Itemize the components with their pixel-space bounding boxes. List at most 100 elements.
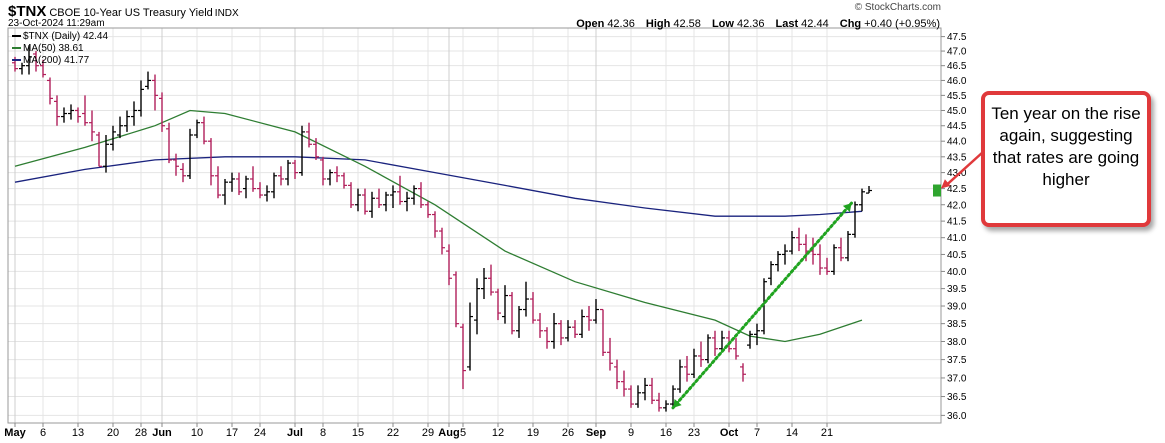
ohlc-bar	[299, 125, 305, 176]
ohlc-summary: Open 42.36 High 42.58 Low 42.36 Last 42.44 C…	[568, 18, 940, 30]
ohlc-bar	[12, 56, 18, 72]
ohlc-bar	[523, 281, 529, 317]
ohlc-bar	[61, 107, 67, 123]
ohlc-bar	[222, 178, 228, 205]
ohlc-bar	[502, 285, 508, 324]
x-tick-label: 12	[492, 427, 504, 439]
ohlc-bar	[369, 191, 375, 218]
x-tick-label: 22	[387, 427, 399, 439]
ohlc-bar	[600, 308, 606, 356]
ohlc-bar	[495, 288, 501, 321]
ohlc-bar	[677, 359, 683, 393]
ohlc-bar	[607, 337, 613, 371]
x-tick-label: 8	[320, 427, 326, 439]
y-tick-label: 40.5	[947, 250, 967, 261]
ohlc-bar	[250, 166, 256, 192]
ohlc-bar	[432, 211, 438, 238]
x-tick-label: 21	[821, 427, 833, 439]
y-tick-label: 46.0	[947, 76, 967, 87]
ohlc-bar	[656, 392, 662, 412]
ohlc-bar	[201, 116, 207, 145]
exchange: INDX	[214, 8, 239, 19]
y-tick-label: 36.0	[947, 411, 967, 422]
ohlc-bar	[565, 320, 571, 342]
ohlc-bar	[824, 257, 830, 275]
callout-arrow	[941, 151, 984, 189]
ohlc-bar	[670, 385, 676, 408]
chart-datetime: 23-Oct-2024 11:29am	[8, 18, 105, 29]
ohlc-bar	[838, 237, 844, 262]
ohlc-bar	[649, 377, 655, 405]
legend-main-label: $TNX (Daily) 42.44	[23, 31, 109, 42]
ohlc-bar	[271, 172, 277, 199]
y-tick-label: 40.0	[947, 267, 967, 278]
x-tick-label: 17	[226, 427, 238, 439]
ohlc-bar	[859, 188, 865, 212]
high-value: 42.58	[673, 18, 701, 30]
ohlc-bar	[628, 385, 634, 408]
ohlc-bar	[33, 51, 39, 72]
ohlc-bar	[26, 45, 32, 75]
y-tick-label: 39.0	[947, 302, 967, 313]
legend-swatch-price	[12, 35, 21, 38]
y-tick-label: 45.5	[947, 91, 967, 102]
x-tick-label: 19	[527, 427, 539, 439]
ohlc-bar	[712, 330, 718, 356]
low-label: Low	[711, 18, 734, 30]
ohlc-bar	[313, 138, 319, 160]
ohlc-bar	[40, 59, 46, 78]
ohlc-bar	[558, 320, 564, 346]
ohlc-bar	[348, 182, 354, 209]
ohlc-bar	[334, 166, 340, 183]
ohlc-bar	[362, 188, 368, 215]
ohlc-bar	[418, 182, 424, 209]
ohlc-bar	[614, 359, 620, 390]
legend-ma200: MA(200) 41.77	[12, 55, 108, 67]
ohlc-bar	[89, 110, 95, 142]
x-tick-label: Jul	[287, 427, 303, 439]
ohlc-bar	[544, 327, 550, 349]
ohlc-bar	[705, 334, 711, 364]
x-tick-label: 14	[786, 427, 798, 439]
low-value: 42.36	[736, 18, 765, 30]
legend-swatch-ma50	[12, 47, 21, 50]
legend-ma200-label: MA(200) 41.77	[23, 55, 90, 66]
ohlc-bar	[845, 231, 851, 262]
ohlc-bar	[810, 237, 816, 265]
ohlc-bar	[817, 244, 823, 275]
symbol: $TNX	[8, 3, 47, 20]
ohlc-bar	[733, 337, 739, 360]
ma50-line	[14, 109, 863, 343]
ohlc-bar	[761, 278, 767, 335]
trend-arrowhead-end	[842, 203, 852, 212]
ohlc-bar	[341, 172, 347, 189]
ohlc-bar	[54, 95, 60, 126]
y-tick-label: 38.5	[947, 319, 967, 330]
trend-line	[671, 201, 853, 410]
legend-ma50: MA(50) 38.61	[12, 43, 108, 55]
ohlc-bar	[551, 313, 557, 349]
callout-arrow-shaft	[946, 151, 984, 186]
ohlc-bar	[327, 169, 333, 186]
annotation-callout: Ten year on the rise again, suggesting t…	[981, 91, 1151, 227]
ohlc-bar	[621, 370, 627, 397]
ohlc-bar	[383, 191, 389, 212]
ohlc-bar	[411, 185, 417, 205]
ohlc-bar	[68, 104, 74, 120]
ohlc-bar	[138, 80, 144, 117]
ohlc-bar	[754, 323, 760, 346]
ohlc-bar	[397, 175, 403, 205]
last-value: 42.44	[801, 18, 829, 30]
x-tick-label: 29	[422, 427, 434, 439]
legend-swatch-ma200	[12, 59, 21, 62]
y-tick-label: 45.0	[947, 106, 967, 117]
y-tick-label: 43.0	[947, 168, 967, 179]
open-label: Open	[576, 18, 605, 30]
ohlc-bar	[75, 107, 81, 123]
ohlc-bar	[509, 292, 515, 335]
ohlc-bar	[285, 159, 291, 186]
ohlc-bar	[124, 110, 130, 132]
ohlc-bar	[215, 166, 221, 199]
ohlc-bar	[376, 188, 382, 209]
